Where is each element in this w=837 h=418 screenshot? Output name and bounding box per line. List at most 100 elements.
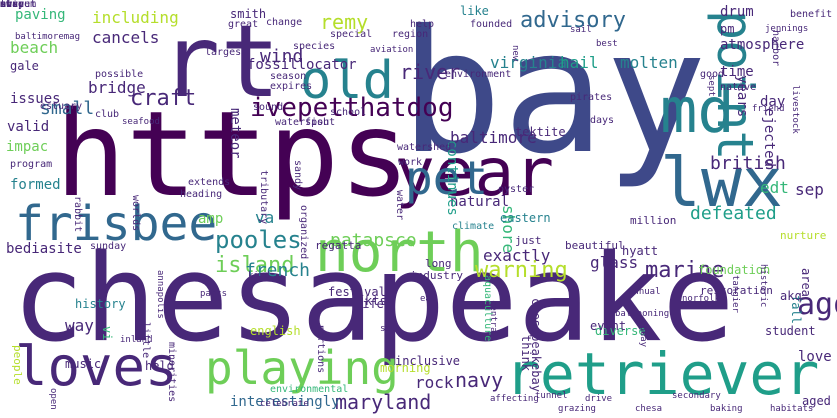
word-species: species — [293, 41, 336, 52]
word-patapsco: patapsco — [330, 230, 417, 251]
word-festival: festival — [328, 285, 386, 299]
word-program: program — [10, 159, 53, 170]
word-ivepetthatdog: ivepetthatdog — [250, 93, 454, 123]
word-region: region — [392, 29, 429, 40]
word-long: long — [425, 257, 452, 270]
word-kts: kts — [365, 294, 387, 308]
word-meteor: meteor — [227, 108, 243, 159]
word-think: think — [519, 335, 533, 372]
word-tributary: tributary — [258, 170, 269, 225]
word-including: including — [92, 8, 179, 27]
word-held: held — [145, 359, 174, 373]
word-new: new — [510, 45, 520, 62]
word-glass: glass — [590, 253, 639, 272]
word-nurture: nurture — [780, 229, 827, 242]
word-annapolis: annapolis — [155, 270, 165, 319]
word-valid: valid — [7, 119, 50, 135]
word-event: event — [590, 319, 627, 333]
word-heading: heading — [180, 189, 223, 200]
word-baking: baking — [710, 404, 743, 414]
word-grazing: grazing — [558, 404, 596, 414]
word-va: va — [255, 208, 275, 227]
word-ballooning: ballooning — [615, 309, 670, 319]
word-sep: sep — [795, 180, 824, 199]
word-great: great — [228, 19, 259, 30]
word-history: history — [75, 297, 126, 311]
word-largest: largest — [205, 47, 248, 58]
word-secondary: secondary — [672, 391, 721, 401]
word-baltimoremag: baltimoremag — [15, 32, 81, 42]
word-school: school — [330, 107, 367, 118]
word-founded: founded — [470, 19, 513, 30]
word-loves: loves — [15, 335, 178, 398]
word-today: today — [638, 320, 648, 348]
word-beach: beach — [10, 38, 59, 57]
word-pooles: pooles — [215, 226, 302, 254]
word-wind: wind — [260, 46, 304, 67]
word-defeated: defeated — [690, 203, 777, 224]
word-tour: tour — [0, 0, 25, 10]
word-seafood: seafood — [122, 117, 160, 127]
word-tektite: tektite — [515, 125, 566, 139]
word-watershed: watershed — [397, 142, 452, 153]
word-minorities: minorities — [166, 342, 177, 403]
word-atmosphere: atmosphere — [720, 37, 805, 53]
word-akq: akq — [780, 289, 802, 303]
word-life: life — [355, 297, 384, 311]
word-ship: ship — [0, 0, 25, 10]
word-water: water — [394, 190, 405, 221]
word-change: change — [266, 17, 303, 28]
word-worlds: worlds — [130, 195, 141, 232]
word-ago: ago — [797, 287, 837, 322]
word-remy: remy — [320, 10, 369, 34]
word-tangier: tangier — [730, 275, 740, 313]
word-playing: playing — [205, 341, 399, 395]
word-love: love — [798, 349, 832, 365]
word-million: million — [630, 214, 677, 227]
word-fossillocator: fossillocator — [247, 57, 357, 73]
word-sail: sail — [570, 25, 592, 35]
word-chesa: chesa — [635, 404, 663, 414]
word-impac: impac — [6, 139, 49, 155]
word-environmental: environmental — [270, 384, 349, 395]
word-regatta: regatta — [315, 239, 362, 252]
word-eat: eat — [420, 294, 437, 304]
word-inclusive: inclusive — [395, 354, 461, 368]
word-jennings: jennings — [765, 24, 809, 34]
word-british: british — [710, 153, 786, 174]
word-expires: expires — [270, 81, 313, 92]
word-environment: environment — [445, 69, 512, 80]
word-morning: morning — [380, 361, 431, 375]
word-set: set — [380, 324, 397, 334]
word-interestingly: interestingly — [230, 394, 340, 410]
word-pirates: pirates — [570, 92, 613, 103]
word-historic: historic — [758, 264, 768, 308]
word-https: https — [55, 85, 411, 223]
word-english: english — [250, 324, 301, 338]
word-kind: kind — [248, 271, 270, 281]
word-friend: friend — [752, 104, 785, 114]
word-frisbee: frisbee — [15, 196, 218, 252]
word-open: open — [48, 388, 58, 410]
word-gale: gale — [10, 59, 39, 73]
word-industry: industry — [410, 269, 463, 282]
word-drum: drum — [720, 4, 754, 20]
word-just: just — [515, 234, 542, 247]
word-harbor: harbor — [770, 30, 781, 67]
word-nice: nice — [0, 0, 25, 10]
word-warning: warning — [475, 258, 568, 283]
word-away: away — [0, 0, 25, 10]
word-work: work — [398, 157, 423, 168]
word-extends: extends — [188, 177, 231, 188]
word-aviation: aviation — [370, 45, 414, 55]
word-possible: possible — [95, 69, 144, 80]
word-portions: portions — [315, 325, 326, 374]
word-climate: climate — [452, 221, 495, 232]
word-old: old — [300, 51, 394, 111]
word-day: day — [760, 94, 786, 110]
word-student: student — [765, 324, 816, 338]
word-days: days — [590, 115, 615, 126]
word-hail: hail — [560, 53, 599, 72]
word-year: year — [395, 134, 554, 211]
